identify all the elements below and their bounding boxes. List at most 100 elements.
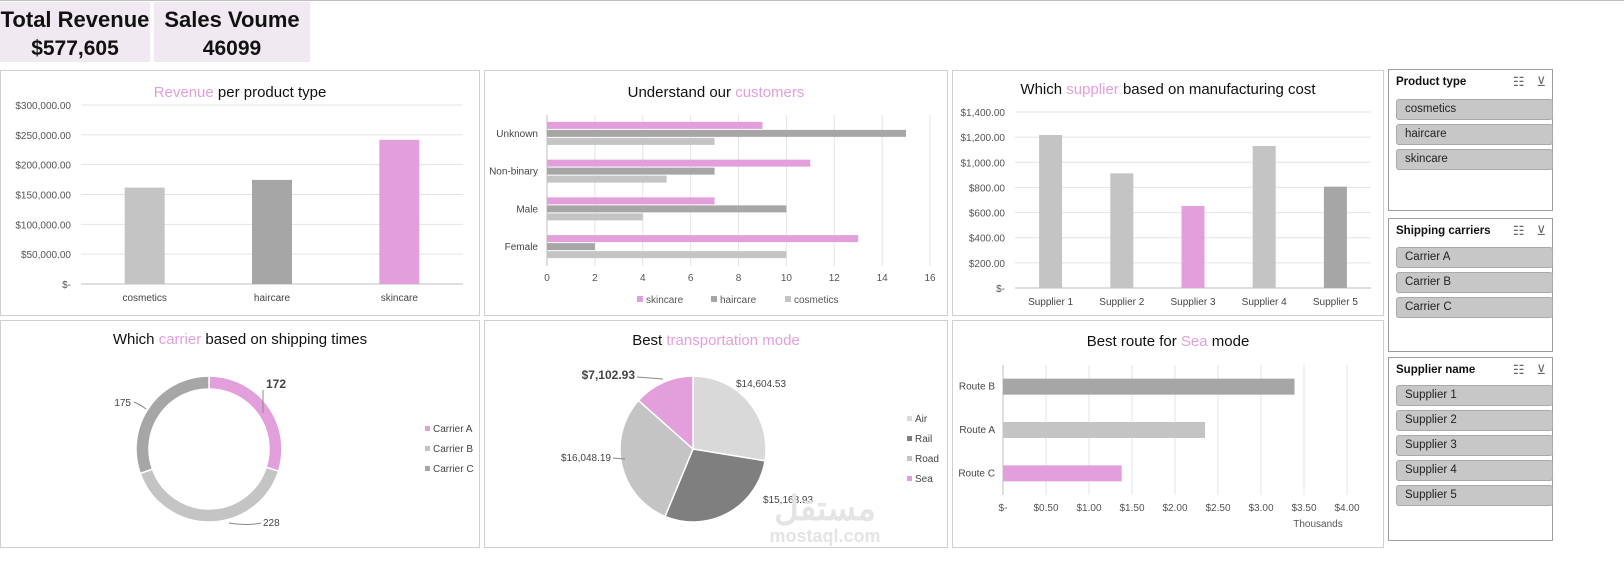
kpi-revenue-value: $577,605	[31, 37, 119, 60]
x-tick-label: 4	[640, 273, 646, 284]
legend-swatch	[785, 296, 791, 302]
revenue-chart-title: Revenue per product type	[1, 84, 479, 101]
legend-swatch	[907, 436, 912, 441]
customers-bar-skincare	[547, 159, 811, 167]
x-tick-label: 2	[592, 273, 598, 284]
kpi-volume-label: Sales Voume	[164, 7, 300, 32]
pie-slice-rail	[664, 448, 766, 523]
legend-swatch	[425, 466, 430, 471]
customers-bar-haircare	[547, 167, 715, 175]
slicer-item-haircare[interactable]: haircare	[1396, 124, 1553, 145]
carrier-chart-panel[interactable]: Which carrier based on shipping times 17…	[0, 320, 480, 548]
watermark-arabic: مستقل	[774, 490, 876, 528]
watermark-latin: mostaql.com	[769, 526, 881, 546]
legend-swatch	[425, 426, 430, 431]
y-tick-label: $-	[62, 280, 71, 291]
title-text: Which	[1020, 81, 1067, 98]
pie-data-label: $16,048.19	[561, 453, 611, 464]
legend-label: Rail	[915, 434, 932, 445]
clear-filter-icon[interactable]: ⊻	[1536, 223, 1546, 238]
slicer-item-supplier-3[interactable]: Supplier 3	[1396, 435, 1553, 456]
donut-data-label: 228	[263, 518, 280, 529]
kpi-total-revenue: Total Revenue $577,605	[0, 2, 150, 62]
slicer-item-carrier-b[interactable]: Carrier B	[1396, 272, 1553, 293]
y-tick-label: $150,000.00	[15, 191, 71, 202]
x-tick-label: $2.50	[1205, 503, 1230, 514]
route-bar	[1003, 422, 1206, 438]
x-tick-label: Supplier 3	[1170, 297, 1215, 308]
multi-select-icon[interactable]: ☷	[1512, 223, 1525, 238]
title-text: Best	[632, 332, 667, 349]
revenue-chart-svg: $- $50,000.00 $100,000.00 $150,000.00 $200,0…	[15, 101, 463, 304]
legend-label: Road	[915, 454, 939, 465]
legend-label: Carrier A	[433, 424, 473, 435]
x-tick-label: $2.00	[1162, 503, 1187, 514]
legend-label: Air	[915, 414, 928, 425]
legend-swatch	[907, 456, 912, 461]
kpi-sales-volume: Sales Voume 46099	[154, 2, 310, 62]
route-chart-title: Best route for Sea mode	[953, 333, 1383, 350]
x-tick-label: $1.00	[1076, 503, 1101, 514]
revenue-chart-panel[interactable]: Revenue per product type $- $50,000.00 $10…	[0, 70, 480, 316]
supplier-chart-panel[interactable]: Which supplier based on manufacturing co…	[952, 70, 1384, 316]
slicer-supplier-name[interactable]: Supplier name ☷ ⊻ Supplier 1 Supplier 2 S…	[1388, 357, 1553, 541]
clear-filter-icon[interactable]: ⊻	[1536, 74, 1546, 89]
slicer-item-carrier-a[interactable]: Carrier A	[1396, 247, 1553, 268]
slicer-title: Shipping carriers	[1396, 225, 1491, 237]
top-border	[0, 0, 1624, 1]
multi-select-icon[interactable]: ☷	[1512, 362, 1525, 377]
slicer-item-supplier-2[interactable]: Supplier 2	[1396, 410, 1553, 431]
x-tick-label: $0.50	[1033, 503, 1058, 514]
slicer-shipping-carriers[interactable]: Shipping carriers ☷ ⊻ Carrier A Carrier B…	[1388, 218, 1553, 352]
customers-bar-cosmetics	[547, 251, 787, 259]
title-accent: transportation mode	[666, 332, 800, 349]
customers-bar-cosmetics	[547, 213, 643, 221]
transport-chart-title: Best transportation mode	[485, 332, 947, 349]
customers-chart-panel[interactable]: Understand our customers 0 2 4 6 8 10 12 14 16 Fe…	[484, 70, 948, 316]
title-text-post: based on manufacturing cost	[1118, 81, 1316, 98]
slicer-item-supplier-1[interactable]: Supplier 1	[1396, 385, 1553, 406]
x-tick-label: $3.50	[1291, 503, 1316, 514]
y-tick-label: Route A	[959, 425, 995, 436]
supplier-chart-title: Which supplier based on manufacturing co…	[953, 81, 1383, 98]
y-tick-label: Unknown	[496, 129, 538, 140]
x-tick-label: 14	[877, 273, 889, 284]
clear-filter-icon[interactable]: ⊻	[1536, 362, 1546, 377]
title-accent: carrier	[158, 331, 202, 348]
leader-line	[133, 401, 147, 410]
y-tick-label: $800.00	[969, 183, 1006, 194]
legend-label: Carrier C	[433, 464, 474, 475]
slicer-product-type[interactable]: Product type ☷ ⊻ cosmetics haircare skinc…	[1388, 69, 1553, 211]
y-tick-label: $-	[996, 284, 1005, 295]
supplier-bar	[1110, 173, 1134, 288]
slicer-item-supplier-5[interactable]: Supplier 5	[1396, 485, 1553, 506]
title-accent: Sea	[1180, 333, 1208, 350]
slicer-item-cosmetics[interactable]: cosmetics	[1396, 99, 1553, 120]
leader-line	[636, 376, 664, 380]
pie-data-label: $14,604.53	[736, 379, 786, 390]
title-text: per product type	[213, 84, 327, 101]
slicer-item-skincare[interactable]: skincare	[1396, 149, 1553, 170]
customers-chart-title: Understand our customers	[485, 84, 947, 101]
legend-swatch	[425, 446, 430, 451]
legend-label: Carrier B	[433, 444, 473, 455]
x-tick-label: Supplier 2	[1099, 297, 1144, 308]
slicer-item-supplier-4[interactable]: Supplier 4	[1396, 460, 1553, 481]
slicer-item-carrier-c[interactable]: Carrier C	[1396, 297, 1553, 318]
revenue-bar	[379, 139, 420, 284]
pie-data-label: $7,102.93	[582, 368, 636, 382]
transport-chart-panel[interactable]: Best transportation mode $14,604.53 $15,1…	[484, 320, 948, 548]
donut-slice-carrier-c	[135, 375, 210, 475]
y-tick-label: Male	[516, 204, 538, 215]
x-tick-label: Supplier 1	[1028, 297, 1073, 308]
customers-bar-haircare	[547, 129, 907, 137]
pie-data-label: $15,168.93	[763, 495, 813, 506]
x-tick-label: 8	[736, 273, 742, 284]
route-bar	[1003, 378, 1295, 395]
pie-slice-road	[619, 399, 694, 518]
route-bar	[1003, 465, 1122, 482]
title-text-post: mode	[1207, 333, 1250, 350]
x-tick-label: Supplier 4	[1242, 297, 1287, 308]
multi-select-icon[interactable]: ☷	[1512, 74, 1525, 89]
route-chart-panel[interactable]: Best route for Sea mode $- $0.50 $1.00 $1.5…	[952, 320, 1384, 548]
